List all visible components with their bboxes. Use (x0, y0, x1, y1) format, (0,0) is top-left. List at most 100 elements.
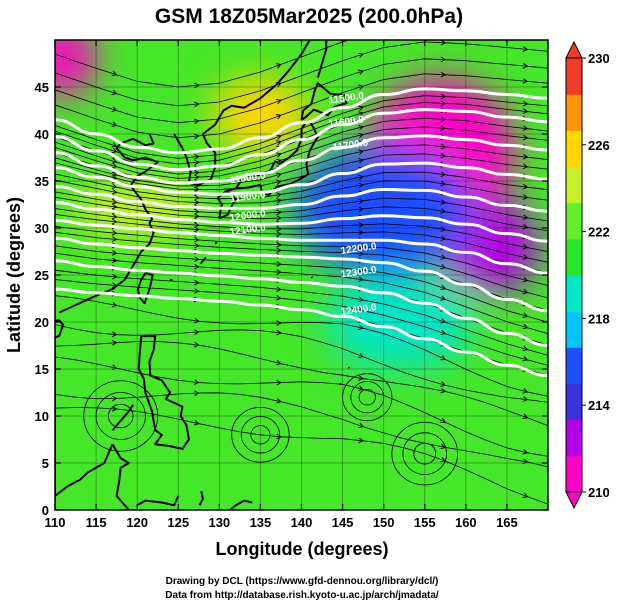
streamline-arrow (440, 116, 447, 123)
streamline-arrow (440, 295, 447, 301)
streamline-arrow (111, 340, 118, 346)
streamline-arrow (440, 443, 447, 450)
streamline-arrow (358, 52, 364, 59)
colorbar-segment (566, 130, 582, 167)
colorbar-tick-label: 226 (588, 138, 610, 153)
streamline-arrow (276, 433, 282, 440)
eddy-0 (108, 403, 134, 429)
streamline-arrow (522, 396, 529, 402)
streamline-arrow (440, 93, 447, 100)
streamline-18 (55, 226, 548, 286)
streamline-4 (55, 126, 548, 179)
colorbar-tick-label: 230 (588, 51, 610, 66)
y-axis-ticks: 0 5 10 15 20 25 30 35 40 45 (35, 80, 548, 518)
colorbar: 210 214 218 222 226 230 (565, 40, 610, 510)
streamline-arrow (358, 352, 364, 358)
streamline-arrow (111, 162, 118, 169)
streamline-arrow (440, 125, 447, 131)
streamline-arrow (522, 312, 529, 318)
streamline-arrow (440, 40, 447, 46)
streamline-arrow (276, 226, 282, 232)
height-contour-11600.0 (55, 108, 548, 172)
streamline-27 (55, 73, 548, 139)
colorbar-segment (566, 419, 582, 457)
streamline-arrow (522, 214, 529, 221)
streamline-arrow (440, 417, 447, 424)
streamline-arrow (194, 236, 200, 243)
streamline-arrow (276, 231, 282, 237)
streamline-arrow (111, 236, 118, 242)
streamline-arrow (522, 100, 529, 107)
streamline-arrow (276, 269, 282, 275)
x-tick-label: 130 (208, 515, 230, 530)
streamline-arrow (522, 276, 529, 283)
streamline-arrow (194, 279, 200, 286)
streamline-arrow (194, 213, 200, 219)
streamline-arrow (276, 398, 282, 404)
coastline-segment (137, 272, 154, 305)
colorbar-segment (566, 166, 582, 204)
coastline-segment (199, 257, 207, 265)
streamline-12 (55, 191, 548, 222)
colorbar-tick-label: 214 (588, 398, 610, 413)
streamline-21 (55, 245, 548, 323)
coastline-segment (300, 82, 348, 121)
streamline-arrow (111, 218, 118, 225)
contour-label: 12000.0 (229, 208, 267, 224)
x-axis-label: Longitude (degrees) (215, 539, 388, 559)
streamline-arrow (194, 133, 200, 140)
contour-label: 11500.0 (328, 91, 365, 107)
streamline-30 (55, 40, 350, 88)
streamline-arrow (440, 171, 447, 178)
streamline-arrow (276, 379, 282, 386)
streamline-3 (55, 117, 548, 175)
coastline-segment (136, 495, 180, 507)
streamline-arrow (358, 276, 365, 283)
streamline-arrow (194, 199, 200, 206)
streamline-arrow (358, 307, 365, 313)
streamline-arrow (194, 329, 200, 335)
colorbar-segment (566, 94, 582, 131)
streamline-arrow (275, 359, 282, 366)
streamline-arrow (522, 323, 529, 330)
streamline-arrow (522, 458, 529, 465)
y-tick-label: 40 (35, 127, 49, 142)
streamline-7 (55, 153, 548, 191)
x-tick-label: 135 (250, 515, 272, 530)
streamline-arrow (522, 108, 529, 114)
streamline-arrow (111, 106, 118, 112)
coastline-segment (55, 443, 114, 497)
streamline-arrow (358, 125, 365, 131)
x-axis-ticks: 110 115 120 125 130 135 140 145 150 155 160 165 (45, 40, 518, 530)
streamline-arrow (523, 28, 528, 33)
streamline-arrow (440, 100, 447, 107)
streamline-arrow (440, 143, 447, 150)
streamline-arrow (358, 422, 364, 428)
streamline-6 (55, 144, 548, 187)
streamline-arrow (522, 413, 529, 419)
streamline-arrow (358, 132, 365, 139)
streamline-33 (55, 341, 548, 427)
streamline-arrow (111, 158, 118, 164)
eddy-1 (250, 425, 271, 445)
streamline-arrow (275, 98, 282, 105)
streamline-arrow (440, 71, 447, 78)
streamline-arrow (358, 158, 365, 164)
eddy-2 (413, 442, 437, 465)
y-tick-label: 30 (35, 221, 49, 236)
streamline-28 (55, 58, 548, 124)
streamline-arrow (275, 152, 282, 158)
streamline-arrow (194, 390, 200, 396)
x-tick-label: 165 (496, 515, 518, 530)
streamline-arrow (522, 63, 529, 69)
credit-data-source: Data from http://database.rish.kyoto-u.a… (165, 590, 439, 601)
streamline-arrow (440, 387, 447, 394)
streamline-arrow (111, 183, 118, 190)
streamline-36 (55, 407, 548, 505)
x-tick-label: 150 (373, 515, 395, 530)
eddy-0 (95, 392, 146, 440)
streamline-arrow (358, 324, 365, 331)
streamline-arrow (275, 140, 282, 146)
streamline-arrow (440, 318, 447, 324)
streamline-arrow (276, 198, 282, 204)
